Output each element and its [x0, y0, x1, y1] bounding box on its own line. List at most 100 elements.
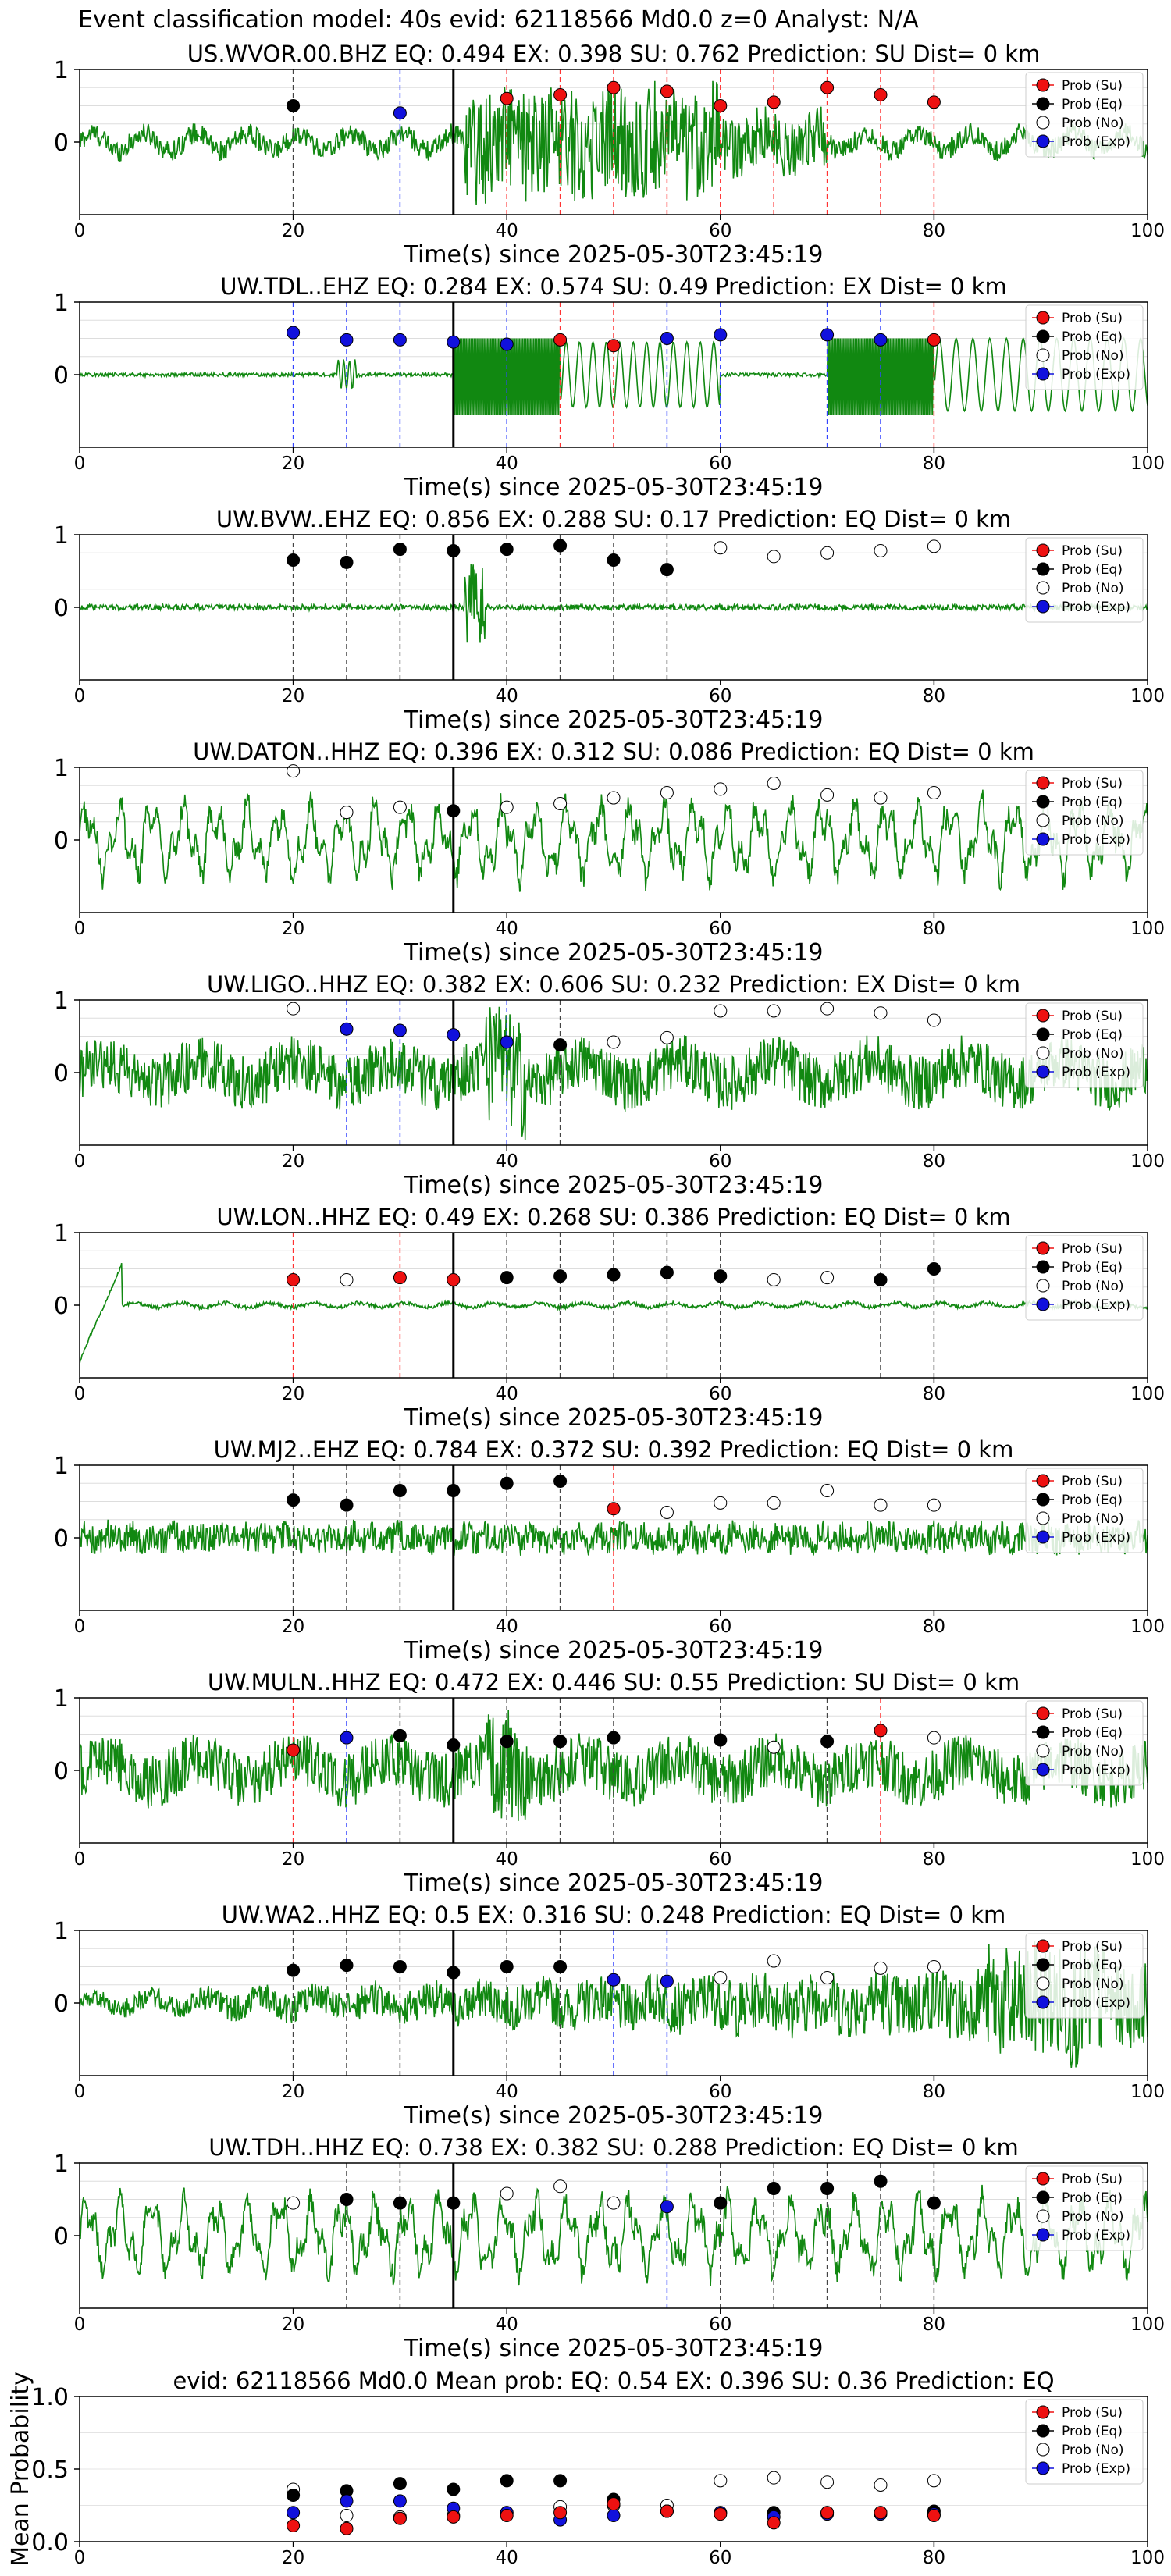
prob-point-eq	[447, 804, 461, 818]
panel-uw-ligo--hhz: UW.LIGO..HHZ EQ: 0.382 EX: 0.606 SU: 0.2…	[54, 971, 1165, 1199]
legend-label: Prob (No)	[1062, 116, 1124, 131]
waveform-trace	[80, 789, 1148, 892]
prob-point-eq	[927, 2196, 941, 2210]
legend-marker-exp	[1036, 1995, 1050, 2009]
x-tick-label: 60	[709, 454, 731, 474]
mean-point-no	[874, 2478, 888, 2492]
prob-point-no	[714, 1496, 728, 1510]
x-axis-label: Time(s) since 2025-05-30T23:45:19	[404, 241, 824, 269]
y-tick-label: 0	[54, 130, 69, 157]
prob-point-no	[767, 550, 781, 564]
prob-point-eq	[500, 1271, 514, 1285]
prob-point-su	[927, 333, 941, 347]
prob-point-no	[927, 786, 941, 800]
legend-label: Prob (Eq)	[1062, 2190, 1123, 2206]
y-tick-label: 0	[54, 1525, 69, 1553]
y-tick-label: 1	[54, 290, 69, 317]
prob-point-no	[660, 1030, 674, 1044]
prob-point-no	[874, 543, 888, 557]
x-tick-label: 100	[1130, 686, 1165, 706]
mean-point-su	[820, 2506, 835, 2520]
x-tick-label: 60	[709, 2548, 731, 2568]
prob-point-no	[767, 1004, 781, 1018]
mean-point-no	[767, 2471, 781, 2485]
y-tick-label: 0.0	[31, 2529, 69, 2556]
prob-point-no	[874, 1961, 888, 1975]
legend-label: Prob (Exp)	[1062, 367, 1130, 382]
prob-point-no	[340, 806, 354, 820]
prob-point-eq	[393, 2196, 407, 2210]
prob-point-exp	[660, 2200, 674, 2214]
x-tick-label: 100	[1130, 1617, 1165, 1637]
x-tick-label: 80	[923, 454, 945, 474]
x-tick-label: 0	[74, 919, 86, 939]
prob-point-su	[500, 91, 514, 105]
legend-marker-no	[1036, 581, 1050, 595]
prob-point-no	[660, 786, 674, 800]
mean-point-eq	[393, 2477, 407, 2491]
legend-marker-no	[1036, 116, 1050, 130]
mean-point-su	[874, 2506, 888, 2520]
legend-box	[1025, 1700, 1144, 1786]
x-tick-label: 80	[923, 2082, 945, 2102]
x-tick-label: 40	[496, 1849, 518, 1870]
prob-point-no	[927, 539, 941, 553]
y-tick-label: 0	[54, 2223, 69, 2250]
legend-marker-su	[1036, 1706, 1050, 1720]
x-tick-label: 60	[709, 1849, 731, 1870]
mean-point-su	[927, 2509, 941, 2523]
x-tick-label: 100	[1130, 1384, 1165, 1404]
legend-label: Prob (Su)	[1062, 1939, 1123, 1955]
x-tick-label: 0	[74, 1384, 86, 1404]
prob-point-su	[607, 80, 621, 94]
prob-point-eq	[287, 1963, 301, 1977]
legend-marker-su	[1036, 1939, 1050, 1953]
x-tick-label: 100	[1130, 454, 1165, 474]
legend-marker-no	[1036, 2209, 1050, 2223]
x-tick-label: 40	[496, 2082, 518, 2102]
prob-point-exp	[820, 328, 835, 342]
x-tick-label: 60	[709, 686, 731, 706]
legend: Prob (Su) Prob (Eq) Prob (No) Prob (Exp)	[1025, 1002, 1144, 1088]
legend-marker-eq	[1036, 1260, 1050, 1274]
panel-title: UW.TDH..HHZ EQ: 0.738 EX: 0.382 SU: 0.28…	[208, 2134, 1018, 2161]
prob-point-no	[287, 2196, 301, 2210]
panel-title: UW.LIGO..HHZ EQ: 0.382 EX: 0.606 SU: 0.2…	[207, 971, 1020, 998]
legend-box	[1025, 1002, 1144, 1088]
legend-label: Prob (Eq)	[1062, 795, 1123, 810]
prob-point-eq	[447, 543, 461, 557]
x-tick-label: 100	[1130, 2082, 1165, 2102]
x-tick-label: 20	[282, 221, 304, 241]
x-axis-label: Time(s) since 2025-05-30T23:45:19	[404, 2102, 824, 2129]
legend: Prob (Su) Prob (Eq) Prob (No) Prob (Exp)	[1025, 1235, 1144, 1321]
legend-label: Prob (No)	[1062, 1744, 1124, 1759]
y-tick-label: 0.5	[31, 2457, 69, 2484]
prob-point-eq	[287, 1493, 301, 1507]
x-axis-label: Time(s) since 2025-05-30T23:45:19	[404, 1404, 824, 1432]
prob-point-no	[767, 1272, 781, 1286]
legend-box	[1025, 72, 1144, 158]
x-axis-label: Time(s) since 2025-05-30T23:45:19	[404, 2335, 824, 2362]
legend-marker-eq	[1036, 97, 1050, 111]
prob-point-no	[820, 1970, 835, 1984]
prob-point-su	[874, 1724, 888, 1738]
prob-point-no	[820, 1271, 835, 1285]
x-tick-label: 60	[709, 919, 731, 939]
panel-uw-muln--hhz: UW.MULN..HHZ EQ: 0.472 EX: 0.446 SU: 0.5…	[54, 1669, 1165, 1897]
prob-point-su	[714, 99, 728, 112]
prob-point-eq	[553, 1735, 568, 1749]
legend-label: Prob (Eq)	[1062, 1493, 1123, 1508]
legend-label: Prob (Su)	[1062, 311, 1123, 326]
legend-label: Prob (Eq)	[1062, 1958, 1123, 1973]
mean-point-su	[767, 2516, 781, 2530]
y-tick-label: 1	[54, 987, 69, 1015]
prob-point-eq	[393, 543, 407, 557]
prob-point-eq	[553, 1960, 568, 1973]
legend-marker-no	[1036, 1046, 1050, 1060]
prob-point-exp	[340, 1022, 354, 1036]
prob-point-exp	[447, 335, 461, 349]
x-tick-label: 0	[74, 2314, 86, 2335]
legend-label: Prob (Su)	[1062, 1009, 1123, 1024]
prob-point-no	[714, 782, 728, 796]
prob-point-no	[874, 1006, 888, 1020]
